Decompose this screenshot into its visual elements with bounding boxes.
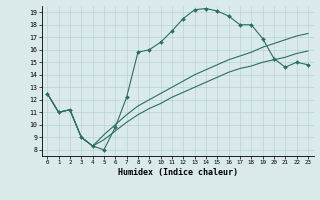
X-axis label: Humidex (Indice chaleur): Humidex (Indice chaleur): [118, 168, 237, 177]
